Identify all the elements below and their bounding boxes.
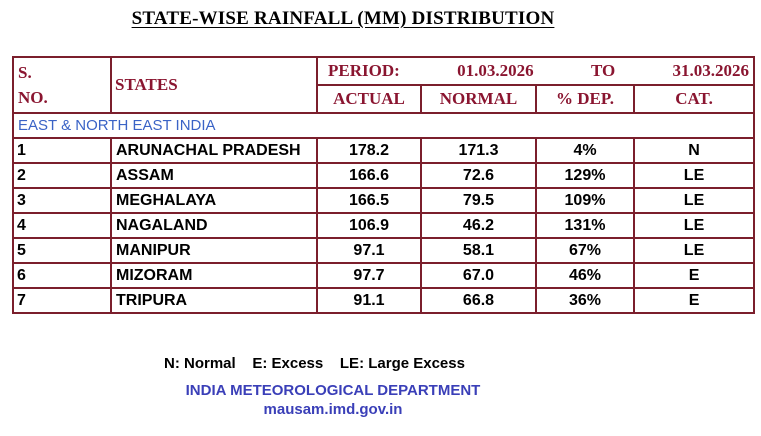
header-states: STATES — [110, 56, 318, 114]
row-actual: 166.5 — [316, 187, 422, 214]
row-state: ARUNACHAL PRADESH — [110, 137, 318, 164]
row-actual: 97.1 — [316, 237, 422, 264]
header-sno: S. NO. — [12, 56, 112, 114]
table-row: 6 MIZORAM 97.7 67.0 46% E — [12, 262, 756, 289]
row-dep: 4% — [535, 137, 635, 164]
row-state: MANIPUR — [110, 237, 318, 264]
row-sno: 6 — [12, 262, 112, 289]
row-cat: N — [632, 137, 756, 164]
table-row: 3 MEGHALAYA 166.5 79.5 109% LE — [12, 187, 756, 214]
period-label: PERIOD: — [328, 61, 400, 80]
row-cat: LE — [632, 237, 756, 264]
row-actual: 166.6 — [316, 162, 422, 189]
row-dep: 36% — [535, 287, 635, 314]
row-normal: 67.0 — [420, 262, 537, 289]
row-normal: 46.2 — [420, 212, 537, 239]
category-legend: N: Normal E: Excess LE: Large Excess — [164, 355, 465, 372]
header-dep: % DEP. — [535, 84, 635, 114]
period-to: 31.03.2026 — [672, 61, 750, 80]
row-actual: 91.1 — [316, 287, 422, 314]
row-dep: 129% — [535, 162, 635, 189]
row-state: NAGALAND — [110, 212, 318, 239]
row-state: MIZORAM — [110, 262, 318, 289]
table-row: 2 ASSAM 166.6 72.6 129% LE — [12, 162, 756, 189]
period-to-label: TO — [590, 61, 616, 80]
row-sno: 3 — [12, 187, 112, 214]
header-period: PERIOD: 01.03.2026 TO 31.03.2026 — [315, 56, 756, 86]
region-heading: EAST & NORTH EAST INDIA — [11, 112, 756, 139]
row-actual: 106.9 — [316, 212, 422, 239]
table-row: 5 MANIPUR 97.1 58.1 67% LE — [12, 237, 756, 264]
row-actual: 97.7 — [316, 262, 422, 289]
org-name: INDIA METEOROLOGICAL DEPARTMENT — [185, 382, 481, 399]
table-row: 7 TRIPURA 91.1 66.8 36% E — [12, 287, 756, 314]
rainfall-table: S. NO. STATES PERIOD: 01.03.2026 TO 31.03… — [11, 56, 756, 314]
table-row: 1 ARUNACHAL PRADESH 178.2 171.3 4% N — [12, 137, 756, 164]
header-normal: NORMAL — [420, 84, 537, 114]
period-from: 01.03.2026 — [457, 61, 534, 80]
header-cat: CAT. — [632, 84, 756, 114]
row-sno: 7 — [12, 287, 112, 314]
row-normal: 79.5 — [420, 187, 537, 214]
row-cat: E — [632, 287, 756, 314]
row-normal: 66.8 — [420, 287, 537, 314]
row-dep: 131% — [535, 212, 635, 239]
row-dep: 46% — [535, 262, 635, 289]
header-actual: ACTUAL — [316, 84, 422, 114]
row-cat: LE — [632, 212, 756, 239]
row-normal: 58.1 — [420, 237, 537, 264]
row-dep: 109% — [535, 187, 635, 214]
page-title: STATE-WISE RAINFALL (MM) DISTRIBUTION — [131, 8, 555, 29]
row-sno: 4 — [12, 212, 112, 239]
row-cat: LE — [632, 187, 756, 214]
row-state: ASSAM — [110, 162, 318, 189]
row-normal: 171.3 — [420, 137, 537, 164]
row-sno: 2 — [12, 162, 112, 189]
org-website: mausam.imd.gov.in — [263, 401, 403, 418]
row-actual: 178.2 — [316, 137, 422, 164]
row-state: MEGHALAYA — [110, 187, 318, 214]
row-dep: 67% — [535, 237, 635, 264]
row-normal: 72.6 — [420, 162, 537, 189]
row-state: TRIPURA — [110, 287, 318, 314]
table-row: 4 NAGALAND 106.9 46.2 131% LE — [12, 212, 756, 239]
row-cat: E — [632, 262, 756, 289]
row-cat: LE — [632, 162, 756, 189]
row-sno: 1 — [12, 137, 112, 164]
row-sno: 5 — [12, 237, 112, 264]
